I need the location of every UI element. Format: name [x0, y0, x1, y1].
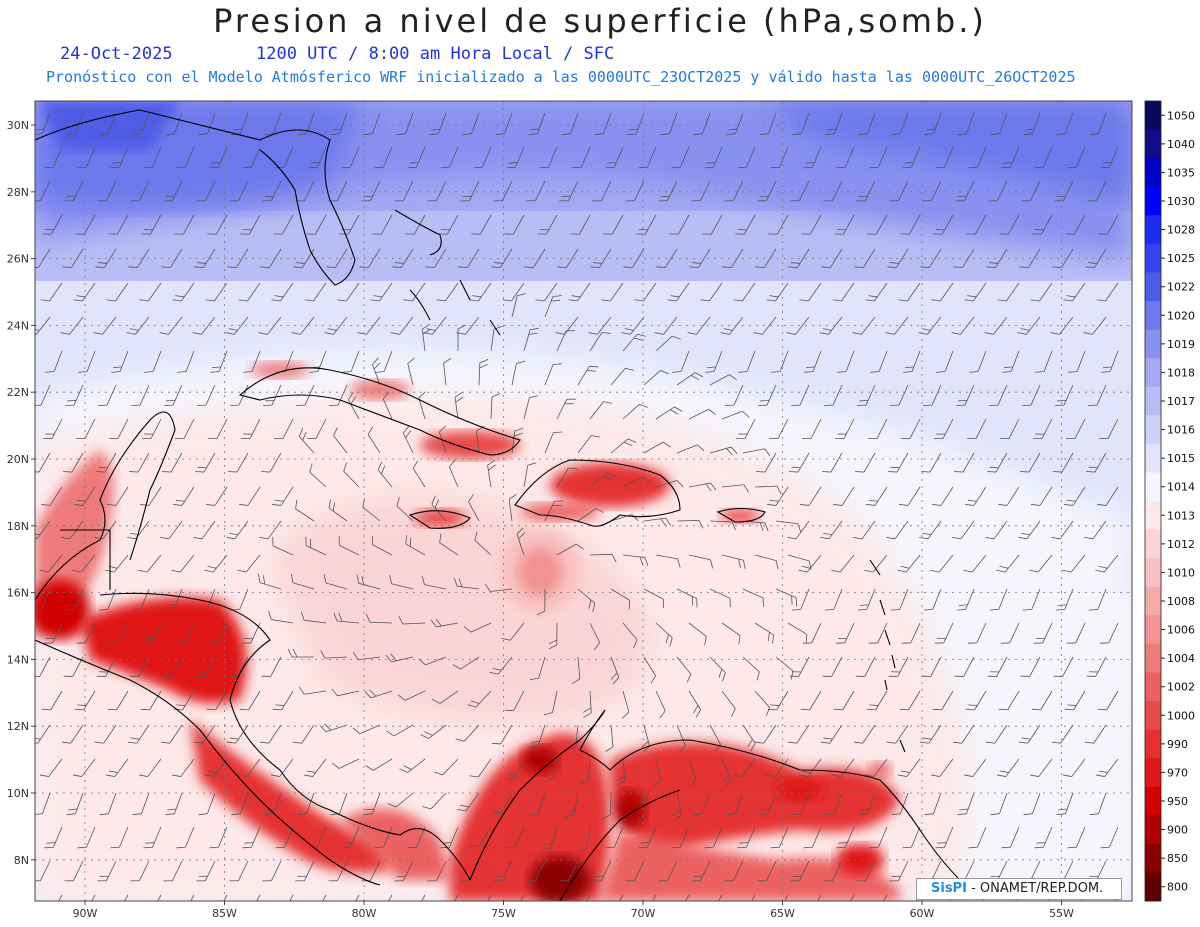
colorbar-segment	[1145, 843, 1161, 873]
colorbar-segment	[1145, 872, 1161, 902]
colorbar-label: 1030	[1167, 195, 1195, 208]
model-info: Pronóstico con el Modelo Atmósferico WRF…	[46, 68, 1076, 86]
colorbar-label: 1025	[1167, 252, 1195, 265]
lat-label: 22N	[7, 386, 29, 399]
colorbar-label: 1015	[1167, 452, 1195, 465]
colorbar-segment	[1145, 472, 1161, 502]
colorbar-segment	[1145, 558, 1161, 588]
colorbar-label: 1014	[1167, 481, 1195, 494]
colorbar-label: 850	[1167, 852, 1188, 865]
lon-label: 85W	[212, 907, 237, 920]
lat-label: 18N	[7, 520, 29, 533]
lon-label: 70W	[631, 907, 656, 920]
colorbar-label: 1008	[1167, 595, 1195, 608]
pressure-field	[35, 101, 1132, 901]
colorbar-label: 1019	[1167, 338, 1195, 351]
colorbar-label: 1017	[1167, 395, 1195, 408]
colorbar-label: 1022	[1167, 281, 1195, 294]
colorbar-label: 1012	[1167, 538, 1195, 551]
sispi-logo: SisPI	[931, 881, 967, 896]
colorbar-label: 1018	[1167, 366, 1195, 379]
lat-label: 24N	[7, 319, 29, 332]
forecast-date: 24-Oct-2025	[60, 44, 173, 64]
colorbar-label: 1028	[1167, 224, 1195, 237]
lat-label: 8N	[14, 854, 29, 867]
colorbar-segment	[1145, 215, 1161, 245]
lon-label: 65W	[770, 907, 795, 920]
forecast-time: 1200 UTC / 8:00 am Hora Local / SFC	[256, 44, 615, 64]
colorbar-segment	[1145, 701, 1161, 731]
colorbar-segment	[1145, 186, 1161, 216]
lat-label: 16N	[7, 587, 29, 600]
colorbar-segment	[1145, 729, 1161, 759]
lat-label: 12N	[7, 720, 29, 733]
colorbar-label: 1006	[1167, 624, 1195, 637]
colorbar-segment	[1145, 301, 1161, 331]
colorbar-segment	[1145, 415, 1161, 445]
lon-label: 55W	[1049, 907, 1074, 920]
wind-barbs	[35, 112, 1119, 901]
colorbar-segment	[1145, 758, 1161, 788]
colorbar-label: 900	[1167, 824, 1188, 837]
colorbar-segment	[1145, 586, 1161, 616]
lat-label: 30N	[7, 119, 29, 132]
colorbar-segment	[1145, 443, 1161, 473]
colorbar-label: 1040	[1167, 138, 1195, 151]
colorbar-label: 1000	[1167, 709, 1195, 722]
lat-label: 10N	[7, 787, 29, 800]
colorbar-label: 1050	[1167, 109, 1195, 122]
colorbar-segment	[1145, 329, 1161, 359]
colorbar-segment	[1145, 643, 1161, 673]
colorbar-segment	[1145, 672, 1161, 702]
colorbar-label: 1035	[1167, 166, 1195, 179]
colorbar-label: 1004	[1167, 652, 1195, 665]
colorbar-label: 950	[1167, 795, 1188, 808]
lat-label: 14N	[7, 653, 29, 666]
colorbar-label: 1020	[1167, 309, 1195, 322]
colorbar-segment	[1145, 529, 1161, 559]
credit-box: SisPI - ONAMET/REP.DOM.	[916, 878, 1122, 900]
colorbar-segment	[1145, 786, 1161, 816]
colorbar-label: 1010	[1167, 566, 1195, 579]
colorbar-segment	[1145, 243, 1161, 273]
colorbar-label: 1002	[1167, 681, 1195, 694]
colorbar-segment	[1145, 615, 1161, 645]
colorbar-segment	[1145, 129, 1161, 159]
colorbar-label: 1013	[1167, 509, 1195, 522]
lat-label: 28N	[7, 186, 29, 199]
colorbar-segment	[1145, 815, 1161, 845]
colorbar-label: 800	[1167, 881, 1188, 894]
colorbar: 1050 1040 1035 1030 1028 1025 1022 1020 1019 1018…	[1144, 100, 1195, 902]
colorbar-segment	[1145, 158, 1161, 188]
colorbar-segment	[1145, 272, 1161, 302]
credit-text: - ONAMET/REP.DOM.	[971, 881, 1104, 896]
coastlines	[35, 109, 961, 901]
map-frame	[34, 100, 1133, 902]
map-title: Presion a nivel de superficie (hPa,somb.…	[213, 2, 987, 40]
lon-label: 75W	[491, 907, 516, 920]
lat-label: 26N	[7, 253, 29, 266]
lon-label: 90W	[73, 907, 98, 920]
colorbar-label: 1016	[1167, 424, 1195, 437]
colorbar-segment	[1145, 501, 1161, 531]
lon-label: 80W	[352, 907, 377, 920]
colorbar-label: 990	[1167, 738, 1188, 751]
colorbar-segment	[1145, 386, 1161, 416]
lon-label: 60W	[910, 907, 935, 920]
colorbar-segment	[1145, 101, 1161, 131]
lat-label: 20N	[7, 453, 29, 466]
colorbar-segment	[1145, 358, 1161, 388]
colorbar-label: 970	[1167, 766, 1188, 779]
